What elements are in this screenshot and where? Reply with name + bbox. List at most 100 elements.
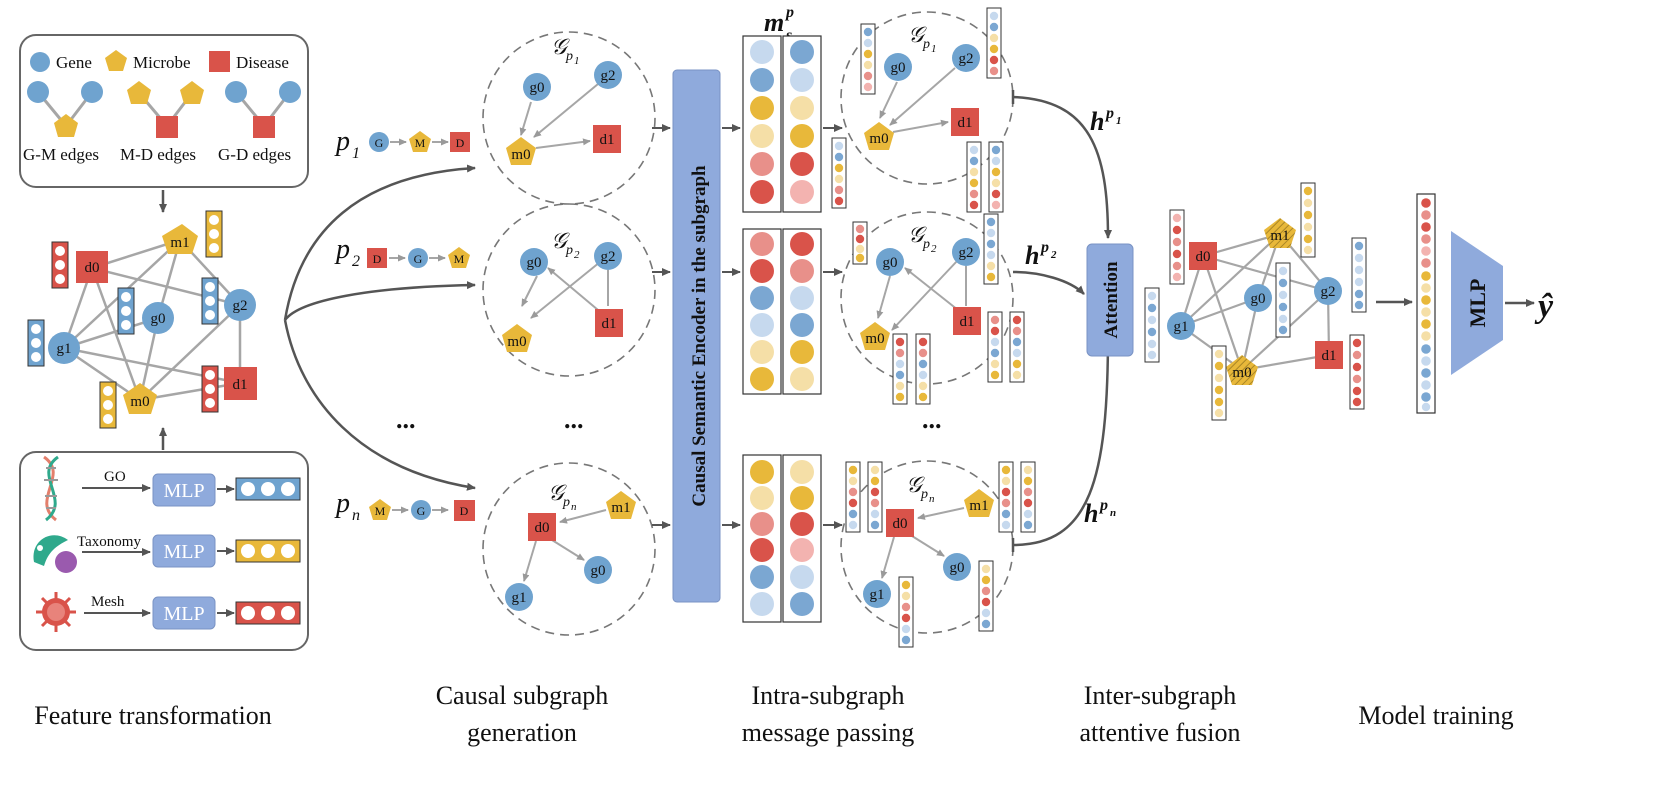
mlp-disease: MLP xyxy=(163,603,204,625)
svg-text:m1: m1 xyxy=(969,498,988,514)
node-g2: g2 xyxy=(233,298,248,314)
legend-microbe: Microbe xyxy=(133,53,191,72)
ellipsis-paths: ... xyxy=(396,405,416,434)
svg-text:g0: g0 xyxy=(530,80,545,96)
svg-text:1: 1 xyxy=(1116,115,1122,127)
svg-text:m1: m1 xyxy=(611,500,630,516)
svg-text:p: p xyxy=(562,495,570,510)
stage-inter-1: Inter-subgraph xyxy=(1084,681,1237,710)
stage-training: Model training xyxy=(1358,701,1513,730)
mlp-trapezoid: MLP xyxy=(1451,231,1503,375)
svg-text:𝒢: 𝒢 xyxy=(908,222,927,247)
svg-text:D: D xyxy=(373,252,382,266)
svg-text:n: n xyxy=(1110,507,1116,519)
svg-text:p: p xyxy=(334,488,350,519)
label-mesh: Mesh xyxy=(91,594,125,610)
svg-text:h: h xyxy=(1084,499,1098,528)
svg-text:g0: g0 xyxy=(527,255,542,271)
encoder-label: Causal Semantic Encoder in the subgraph xyxy=(689,165,710,507)
ellipsis-updated: ... xyxy=(922,405,942,434)
stage-captions: Feature transformation Causal subgraph g… xyxy=(34,681,1513,747)
svg-text:d1: d1 xyxy=(960,314,975,330)
svg-text:g2: g2 xyxy=(959,245,974,261)
disease-legend-icon xyxy=(209,51,230,72)
node-d0: d0 xyxy=(85,260,100,276)
svg-text:2: 2 xyxy=(574,249,580,261)
virus-icon xyxy=(36,592,76,632)
legend-md-edges: M-D edges xyxy=(120,145,196,164)
stage-intra-1: Intra-subgraph xyxy=(751,681,904,710)
svg-text:h: h xyxy=(1090,107,1104,136)
stage-causal-2: generation xyxy=(467,718,577,747)
svg-text:d1: d1 xyxy=(602,316,617,332)
svg-text:𝒢: 𝒢 xyxy=(548,480,567,505)
svg-text:g2: g2 xyxy=(601,249,616,265)
message-columns-2 xyxy=(742,228,822,395)
svg-text:d1: d1 xyxy=(1322,348,1337,364)
svg-text:p: p xyxy=(920,487,928,502)
legend-gene: Gene xyxy=(56,53,92,72)
svg-text:G: G xyxy=(375,136,384,150)
path-pn: p n M G D xyxy=(334,488,475,524)
svg-text:g0: g0 xyxy=(891,60,906,76)
svg-text:g1: g1 xyxy=(870,587,885,603)
svg-text:p: p xyxy=(922,237,930,252)
svg-text:p: p xyxy=(334,234,350,265)
svg-text:m1: m1 xyxy=(1270,228,1289,244)
svg-text:m0: m0 xyxy=(1232,365,1251,381)
message-columns-1 xyxy=(742,35,822,213)
svg-text:n: n xyxy=(352,507,360,524)
legend-box: Gene Microbe Disease G-M edges M-D edges… xyxy=(19,34,309,188)
svg-text:g0: g0 xyxy=(1251,291,1266,307)
svg-text:g0: g0 xyxy=(591,563,606,579)
subgraph-2: 𝒢 p 2 g0 g2 m0 d1 xyxy=(482,203,656,377)
attention-block: Attention xyxy=(1086,243,1134,357)
stage-feature: Feature transformation xyxy=(34,701,272,730)
svg-text:p: p xyxy=(922,37,930,52)
svg-text:M: M xyxy=(415,136,426,150)
svg-text:p: p xyxy=(565,49,573,64)
svg-text:m: m xyxy=(764,8,784,37)
concatenated-embedding xyxy=(1416,193,1436,414)
microbe-legend-icon xyxy=(105,50,127,71)
mlp-gene: MLP xyxy=(163,480,204,502)
svg-text:n: n xyxy=(571,501,577,513)
svg-text:m0: m0 xyxy=(511,147,530,163)
svg-text:m0: m0 xyxy=(507,334,526,350)
svg-text:h: h xyxy=(1025,241,1039,270)
svg-text:g2: g2 xyxy=(959,51,974,67)
branch-arrows xyxy=(283,164,476,491)
svg-text:p: p xyxy=(1104,105,1114,122)
svg-text:1: 1 xyxy=(931,43,937,55)
stage-causal-1: Causal subgraph xyxy=(436,681,609,710)
stage-intra-2: message passing xyxy=(742,718,915,747)
svg-text:g2: g2 xyxy=(1321,284,1336,300)
svg-text:g0: g0 xyxy=(950,560,965,576)
updated-subgraph-n: 𝒢 p n d0 m1 g0 g1 xyxy=(840,460,1036,648)
dna-icon xyxy=(43,455,59,522)
svg-text:1: 1 xyxy=(352,145,360,162)
microbe-icon xyxy=(33,535,77,573)
svg-text:p: p xyxy=(1098,497,1108,514)
svg-text:p: p xyxy=(334,126,350,157)
node-g1: g1 xyxy=(57,341,72,357)
updated-subgraph-2: 𝒢 p 2 g0 g2 m0 d1 xyxy=(840,211,1025,405)
svg-text:𝒢: 𝒢 xyxy=(551,228,570,253)
svg-text:1: 1 xyxy=(574,55,580,67)
svg-text:g0: g0 xyxy=(883,255,898,271)
mlp-microbe: MLP xyxy=(163,541,204,563)
svg-text:d1: d1 xyxy=(600,132,615,148)
fused-graph-nodes: d0 m1 g2 g0 g1 m0 d1 xyxy=(1144,182,1367,421)
graph-feature-vectors xyxy=(27,210,223,429)
stage-inter-2: attentive fusion xyxy=(1079,718,1240,747)
fusion-arrows xyxy=(1011,90,1112,552)
updated-subgraph-1: 𝒢 p 1 g0 g2 m0 d1 xyxy=(831,7,1014,213)
svg-text:M: M xyxy=(454,252,465,266)
mlp-final-label: MLP xyxy=(1465,279,1490,328)
node-g0: g0 xyxy=(151,311,166,327)
svg-text:g1: g1 xyxy=(512,590,527,606)
legend-disease: Disease xyxy=(236,53,289,72)
svg-text:D: D xyxy=(456,136,465,150)
